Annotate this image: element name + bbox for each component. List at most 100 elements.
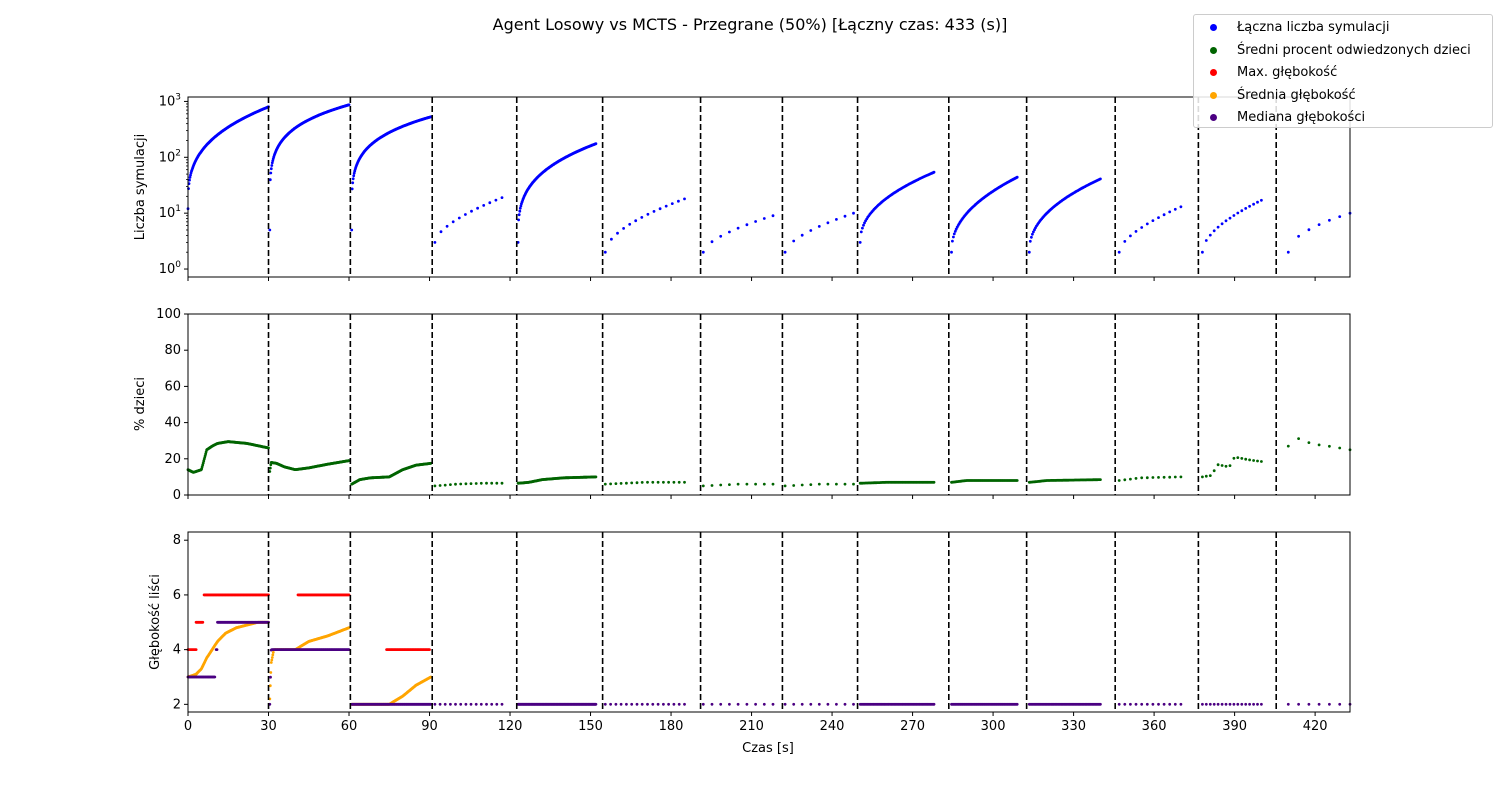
legend: Łączna liczba symulacji Średni procent o… (1193, 14, 1493, 128)
data-point (476, 206, 479, 210)
data-point (719, 702, 723, 706)
data-point (792, 239, 796, 243)
data-point (664, 204, 668, 208)
data-point (1224, 702, 1228, 706)
data-point (1157, 476, 1160, 479)
y-tick-label: 6 (173, 588, 181, 603)
data-point (594, 475, 598, 479)
data-point (792, 484, 796, 487)
data-point (1240, 457, 1244, 460)
data-point (1248, 702, 1251, 706)
data-point (269, 661, 273, 664)
data-point (762, 482, 766, 486)
data-point (861, 226, 864, 230)
data-point (951, 239, 954, 243)
data-point (1212, 469, 1216, 473)
data-point (1216, 702, 1220, 706)
data-point (932, 702, 936, 706)
data-point (1173, 475, 1177, 479)
x-tick-label: 330 (1061, 719, 1086, 734)
data-point (1123, 702, 1127, 706)
data-point (352, 171, 356, 175)
y-tick-label: 100 (156, 307, 181, 322)
data-point (464, 482, 468, 486)
x-tick-label: 60 (341, 719, 358, 734)
data-point (646, 480, 649, 484)
data-point (1201, 475, 1204, 479)
data-point (488, 201, 492, 205)
legend-label: Mediana głębokości (1237, 109, 1366, 125)
data-point (188, 176, 192, 179)
data-point (268, 466, 272, 470)
data-point (1117, 250, 1121, 254)
data-point (800, 233, 804, 237)
data-point (1236, 456, 1240, 459)
data-point (1151, 219, 1155, 223)
data-point (670, 202, 674, 206)
data-point (268, 178, 272, 182)
x-tick-label: 210 (739, 719, 764, 734)
data-point (953, 230, 957, 233)
data-point (459, 702, 463, 706)
panel-depth: Głębokość liści Czas [s] 2 4 6 8 0 30 60 90 120 1… (148, 531, 1352, 756)
data-point (625, 702, 628, 706)
data-point (443, 483, 447, 487)
panel-depth-series-1 (186, 620, 433, 706)
legend-marker-red (1210, 68, 1217, 76)
data-point (451, 220, 455, 224)
data-point (662, 480, 665, 484)
data-point (518, 209, 522, 213)
data-point (1173, 702, 1177, 706)
x-tick-label: 300 (981, 719, 1006, 734)
y-tick-label: 8 (173, 533, 181, 548)
data-point (852, 211, 855, 215)
data-point (1031, 232, 1034, 236)
data-point (1228, 702, 1232, 706)
data-point (269, 675, 272, 679)
data-point (470, 209, 473, 213)
panel-children-ylabel: % dzieci (133, 377, 148, 431)
data-point (1168, 210, 1172, 214)
data-point (449, 483, 452, 486)
data-point (1117, 479, 1121, 482)
data-point (1032, 230, 1035, 234)
data-point (952, 232, 956, 236)
data-point (1015, 702, 1019, 706)
data-point (464, 702, 468, 706)
data-point (1248, 204, 1251, 208)
data-point (634, 219, 638, 223)
data-point (835, 218, 838, 221)
data-point (817, 702, 821, 706)
data-point (843, 482, 847, 486)
data-point (677, 199, 680, 203)
legend-item-median-depth: Mediana głębokości (1202, 108, 1365, 126)
x-tick-label: 390 (1222, 719, 1247, 734)
data-point (667, 480, 670, 484)
data-point (1208, 233, 1212, 237)
data-point (1099, 478, 1102, 481)
data-point (352, 174, 356, 178)
data-point (736, 226, 740, 230)
legend-item-max-depth: Max. głębokość (1202, 63, 1337, 81)
data-point (1228, 216, 1232, 220)
data-point (433, 702, 437, 706)
data-point (1248, 458, 1251, 462)
data-point (658, 207, 662, 211)
data-point (701, 250, 705, 254)
data-point (1252, 202, 1255, 206)
data-point (1173, 207, 1177, 211)
panel-depth-ylabel: Głębokość liści (148, 574, 163, 670)
data-point (457, 216, 461, 220)
legend-marker-indigo (1210, 113, 1217, 121)
data-point (628, 222, 632, 226)
data-point (1117, 702, 1121, 706)
data-point (683, 480, 686, 484)
data-point (745, 482, 749, 486)
legend-label: Średnia głębokość (1237, 87, 1356, 103)
data-point (495, 702, 499, 706)
data-point (762, 702, 766, 706)
data-point (201, 620, 205, 624)
y-tick-label: 60 (164, 379, 181, 394)
data-point (635, 702, 639, 706)
